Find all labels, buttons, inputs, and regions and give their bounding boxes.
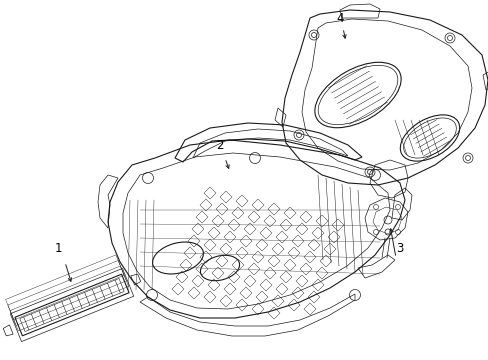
Text: 3: 3 (395, 242, 403, 255)
Text: 2: 2 (216, 139, 224, 152)
Text: 4: 4 (336, 12, 343, 24)
Text: 1: 1 (54, 242, 61, 255)
